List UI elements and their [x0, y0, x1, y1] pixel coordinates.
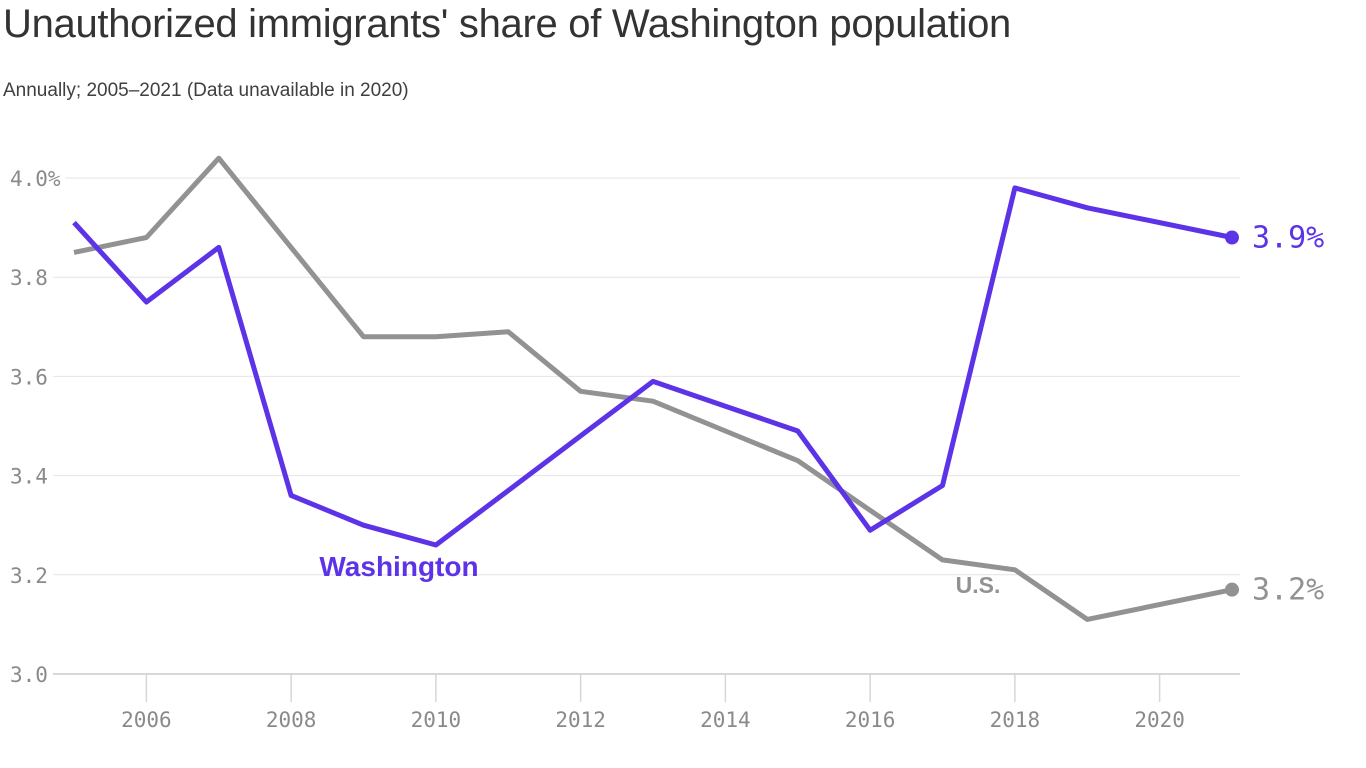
chart-title: Unauthorized immigrants' share of Washin… [3, 2, 1011, 46]
y-tick-label: 3.6 [10, 365, 48, 389]
y-tick-label: 3.0 [10, 663, 48, 687]
y-tick-label: 3.4 [10, 465, 48, 489]
series-line-washington [72, 185, 1233, 548]
chart-subtitle: Annually; 2005–2021 (Data unavailable in… [3, 80, 409, 101]
series-end-dot-us [1225, 582, 1239, 597]
series-end-dot-washington [1225, 230, 1239, 245]
x-tick-label: 2018 [990, 708, 1041, 732]
x-tick-label: 2012 [555, 708, 606, 732]
y-tick-label: 4.0% [10, 167, 61, 191]
x-tick-label: 2020 [1134, 708, 1185, 732]
x-tick-label: 2014 [700, 708, 751, 732]
series-label-us: U.S. [956, 572, 1001, 598]
y-tick-label: 3.2 [10, 564, 48, 588]
x-tick-label: 2010 [411, 708, 462, 732]
y-tick-label: 3.8 [10, 266, 48, 290]
x-tick-label: 2006 [121, 708, 172, 732]
x-tick-label: 2016 [845, 708, 896, 732]
series-end-label-us: 3.2% [1252, 573, 1324, 608]
x-tick-label: 2008 [266, 708, 317, 732]
series-end-label-washington: 3.9% [1252, 221, 1324, 256]
series-line-us [73, 155, 1233, 622]
series-label-washington: Washington [319, 551, 478, 582]
